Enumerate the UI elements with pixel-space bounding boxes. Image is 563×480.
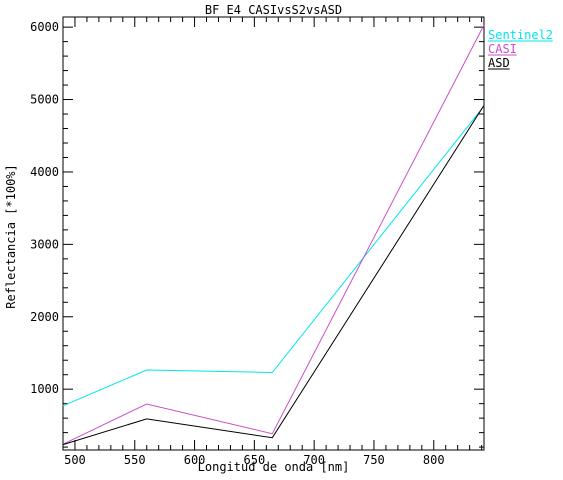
chart-title: BF_E4_CASIvsS2vsASD xyxy=(205,3,342,17)
legend-item-casi: CASI xyxy=(488,42,517,56)
y-tick-label: 2000 xyxy=(30,310,59,324)
axis-ticks: 500 550 600 650 700 750 800 1000 2000 3000 4000 500… xyxy=(30,17,484,467)
x-tick-label: 500 xyxy=(64,453,86,467)
y-tick-label: 1000 xyxy=(30,382,59,396)
plot-frame xyxy=(62,16,485,451)
x-tick-label: 550 xyxy=(124,453,146,467)
y-tick-label: 3000 xyxy=(30,237,59,251)
y-tick-label: 6000 xyxy=(30,20,59,34)
series-line-casi xyxy=(62,24,485,445)
y-tick-label: 5000 xyxy=(30,93,59,107)
legend-item-sentinel2: Sentinel2 xyxy=(488,28,553,42)
x-tick-label: 800 xyxy=(423,453,445,467)
series-line-asd xyxy=(62,105,485,446)
x-axis-label: Longitud de onda [nm] xyxy=(198,460,350,474)
x-tick-label: 600 xyxy=(184,453,206,467)
x-tick-label: 700 xyxy=(303,453,325,467)
y-tick-label: 4000 xyxy=(30,165,59,179)
series-lines xyxy=(62,24,485,446)
y-axis-label: Reflectancia [*100%] xyxy=(4,164,18,309)
legend-item-asd: ASD xyxy=(488,56,510,70)
x-tick-label: 650 xyxy=(244,453,266,467)
series-line-sentinel2 xyxy=(62,105,485,407)
x-tick-label: 750 xyxy=(363,453,385,467)
